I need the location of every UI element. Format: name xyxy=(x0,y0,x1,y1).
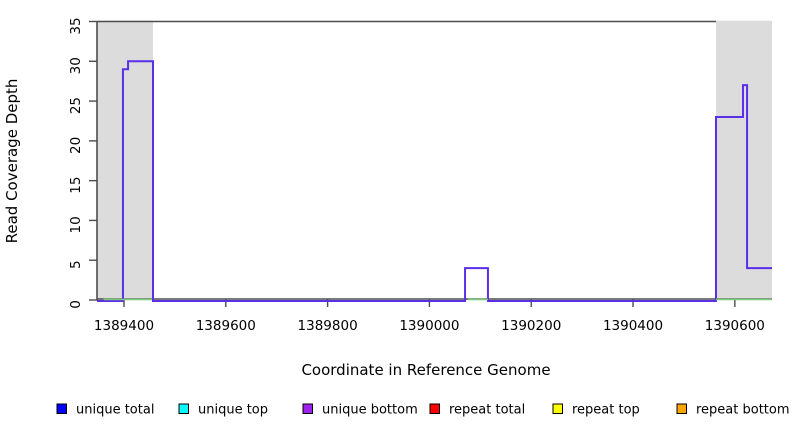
x-tick-label: 1390200 xyxy=(501,318,561,334)
legend-label-repeat-bottom: repeat bottom xyxy=(696,403,790,418)
axes-layer: 0 5 10 15 20 25 30 35 1389400 1389600 1389800 13900… xyxy=(68,17,772,334)
legend-swatch-repeat-bottom xyxy=(676,403,687,414)
legend-label-unique-top: unique top xyxy=(198,403,268,418)
y-tick-label: 0 xyxy=(68,300,84,309)
x-tick-label: 1389400 xyxy=(94,318,154,334)
y-tick-label: 5 xyxy=(68,260,84,269)
x-tick-label: 1389800 xyxy=(298,318,358,334)
legend-label-unique-total: unique total xyxy=(76,403,154,418)
y-tick-label: 35 xyxy=(68,17,84,34)
y-tick-label: 25 xyxy=(68,97,84,114)
shaded-regions-layer xyxy=(97,20,772,300)
legend-label-unique-bottom: unique bottom xyxy=(322,403,418,418)
y-tick-label: 20 xyxy=(68,137,84,154)
legend: unique total unique top unique bottom repea… xyxy=(56,403,790,418)
legend-swatch-unique-top xyxy=(178,403,189,414)
coverage-trace xyxy=(97,60,772,302)
legend-swatch-unique-total xyxy=(56,403,67,414)
shaded-region-right xyxy=(716,20,772,300)
y-tick-label: 30 xyxy=(68,57,84,74)
x-tick-label: 1390000 xyxy=(399,318,459,334)
legend-swatch-repeat-total xyxy=(429,403,440,414)
y-axis-title: Read Coverage Depth xyxy=(3,79,21,244)
legend-swatch-repeat-top xyxy=(552,403,563,414)
legend-swatch-unique-bottom xyxy=(302,403,313,414)
legend-label-repeat-total: repeat total xyxy=(449,403,525,418)
y-tick-label: 10 xyxy=(68,216,84,233)
legend-label-repeat-top: repeat top xyxy=(572,403,640,418)
shaded-region-left xyxy=(97,20,153,300)
x-tick-label: 1390400 xyxy=(603,318,663,334)
y-tick-label: 15 xyxy=(68,177,84,194)
x-axis-title: Coordinate in Reference Genome xyxy=(301,361,550,379)
x-tick-label: 1390600 xyxy=(705,318,765,334)
series-layer xyxy=(97,60,772,302)
x-tick-label: 1389600 xyxy=(196,318,256,334)
